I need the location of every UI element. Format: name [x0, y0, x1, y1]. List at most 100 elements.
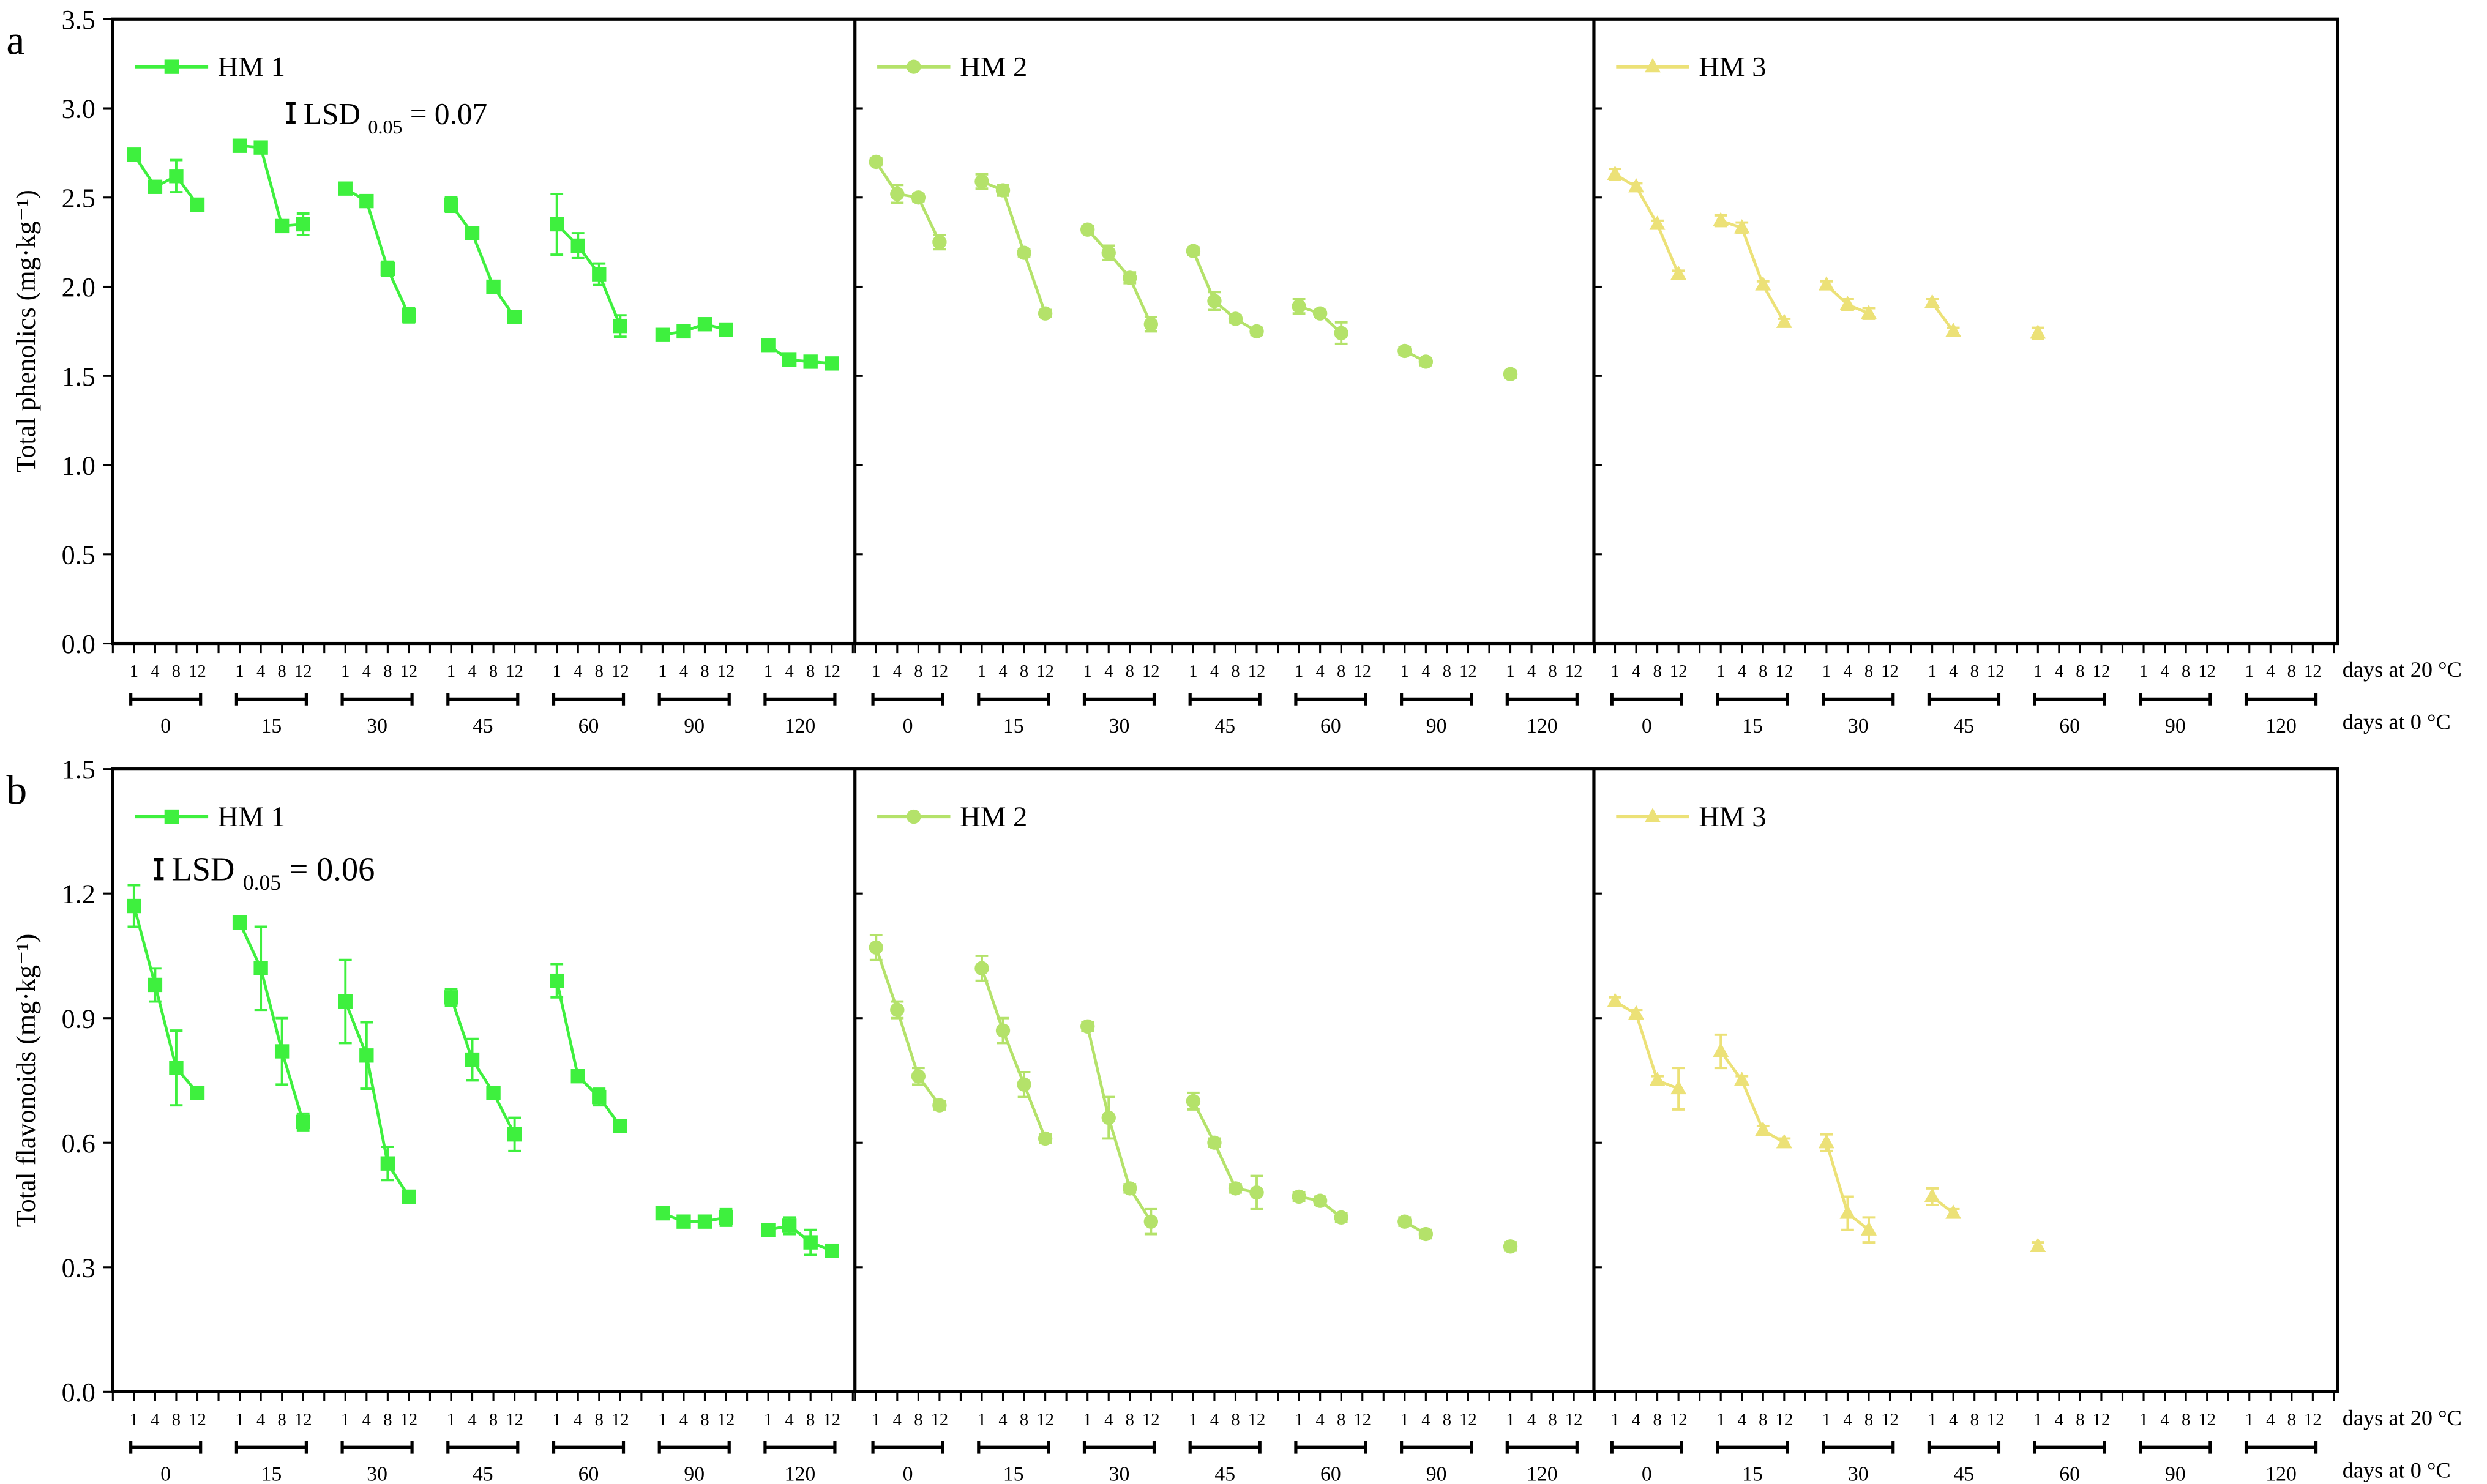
group-bracket	[2244, 693, 2318, 706]
x-inner-tick-label: 4	[2160, 662, 2169, 681]
y-tick-label: 3.5	[62, 5, 95, 35]
plot-frame	[111, 767, 2339, 1393]
data-point	[1334, 326, 1348, 340]
x-inner-tick-label: 4	[1843, 662, 1852, 681]
x-inner-tick-label: 12	[1036, 1411, 1054, 1430]
x-inner-tick-label: 4	[1316, 1411, 1325, 1430]
x-inner-axis-label: days at 20 °C	[2343, 657, 2462, 682]
data-point	[1649, 215, 1666, 230]
lsd-value: = 0.07	[402, 97, 487, 131]
x-group-label: 90	[2165, 1463, 2186, 1484]
data-point	[402, 1189, 416, 1204]
group-bracket	[2139, 1441, 2212, 1454]
x-group-label: 0	[903, 1463, 913, 1484]
series-line-segment	[1192, 1100, 1216, 1144]
data-point	[1292, 299, 1306, 314]
series-line-segment	[280, 1051, 305, 1123]
data-point	[550, 217, 564, 232]
group-bracket	[234, 1441, 308, 1454]
x-inner-tick-label: 12	[1987, 662, 2005, 681]
x-outer-axis-label: days at 0 °C	[2343, 710, 2451, 734]
data-point	[1839, 1204, 1856, 1219]
x-inner-tick-label: 1	[2139, 1411, 2148, 1430]
x-group-label: 30	[1848, 715, 1869, 737]
x-inner-tick-label: 4	[998, 662, 1007, 681]
group-bracket	[2033, 1441, 2106, 1454]
x-inner-tick-label: 4	[1210, 1411, 1219, 1430]
x-inner-tick-label: 8	[172, 662, 181, 681]
x-inner-tick-label: 1	[2139, 662, 2148, 681]
data-point	[1207, 1135, 1222, 1150]
group-bracket	[1505, 693, 1579, 706]
group-bracket	[1400, 1441, 1473, 1454]
lsd-prefix: LSD	[304, 97, 368, 131]
x-inner-tick-label: 8	[2287, 1411, 2296, 1430]
data-point	[1628, 177, 1645, 193]
x-group-label: 15	[1742, 1463, 1763, 1484]
x-group-label: 45	[1214, 715, 1235, 737]
group-bracket	[2139, 693, 2212, 706]
x-inner-tick-label: 4	[1316, 662, 1325, 681]
x-inner-tick-label: 12	[400, 662, 418, 681]
x-outer-axis-label: days at 0 °C	[2343, 1458, 2451, 1483]
y-tick-label: 0.3	[62, 1253, 95, 1283]
data-point	[1755, 1121, 1771, 1136]
data-point	[1503, 1239, 1518, 1254]
x-inner-tick-label: 4	[1632, 662, 1640, 681]
x-inner-tick-label: 8	[1443, 662, 1451, 681]
x-inner-tick-label: 8	[1020, 662, 1028, 681]
data-point	[1143, 317, 1159, 332]
x-inner-tick-label: 12	[506, 1411, 523, 1430]
data-point	[1312, 1193, 1328, 1208]
x-group-label: 60	[578, 715, 599, 737]
data-point	[782, 352, 797, 367]
x-inner-tick-label: 8	[1337, 1411, 1345, 1430]
series-line-segment	[1022, 252, 1047, 315]
data-point	[1101, 1110, 1116, 1125]
x-inner-tick-label: 12	[1776, 1411, 1793, 1430]
data-point	[911, 190, 926, 205]
x-inner-tick-label: 1	[1295, 1411, 1303, 1430]
data-point	[1776, 313, 1792, 328]
series-hm1: HM 1	[127, 801, 839, 1258]
x-inner-tick-label: 4	[1949, 1411, 1958, 1430]
x-inner-tick-label: 12	[2093, 662, 2111, 681]
series-line-segment	[1740, 1079, 1765, 1131]
group-bracket	[1716, 1441, 1789, 1454]
data-point	[697, 317, 712, 332]
series-line-segment	[980, 968, 1004, 1031]
data-point	[995, 1023, 1011, 1038]
data-point	[697, 1214, 712, 1229]
x-inner-tick-label: 4	[468, 1411, 476, 1430]
y-tick-label: 1.2	[62, 879, 95, 909]
x-group-label: 120	[785, 1463, 816, 1484]
group-bracket	[446, 693, 520, 706]
group-bracket	[1400, 693, 1473, 706]
data-point	[719, 322, 733, 337]
group-bracket	[977, 1441, 1050, 1454]
x-group-label: 30	[367, 715, 387, 737]
data-point	[890, 1002, 905, 1017]
legend-marker	[907, 809, 921, 824]
x-inner-tick-label: 4	[2160, 1411, 2169, 1430]
x-inner-tick-label: 4	[785, 1411, 794, 1430]
data-point	[486, 279, 501, 294]
x-inner-tick-label: 8	[489, 1411, 498, 1430]
data-point	[1776, 1133, 1792, 1149]
panel-letter: b	[6, 767, 27, 813]
data-point	[1649, 1072, 1666, 1086]
data-point	[359, 1048, 374, 1063]
x-inner-tick-label: 1	[1083, 662, 1092, 681]
x-inner-tick-label: 12	[1353, 1411, 1371, 1430]
x-inner-tick-label: 1	[447, 662, 455, 681]
data-point	[613, 318, 628, 334]
data-point	[825, 356, 839, 371]
x-inner-tick-label: 8	[1548, 662, 1557, 681]
x-inner-tick-label: 8	[1759, 662, 1767, 681]
data-point	[1818, 276, 1834, 291]
series-line-segment	[1635, 186, 1659, 225]
series-line-segment	[1022, 1084, 1047, 1139]
series-line-segment	[365, 200, 389, 270]
x-group-label: 15	[261, 1463, 282, 1484]
